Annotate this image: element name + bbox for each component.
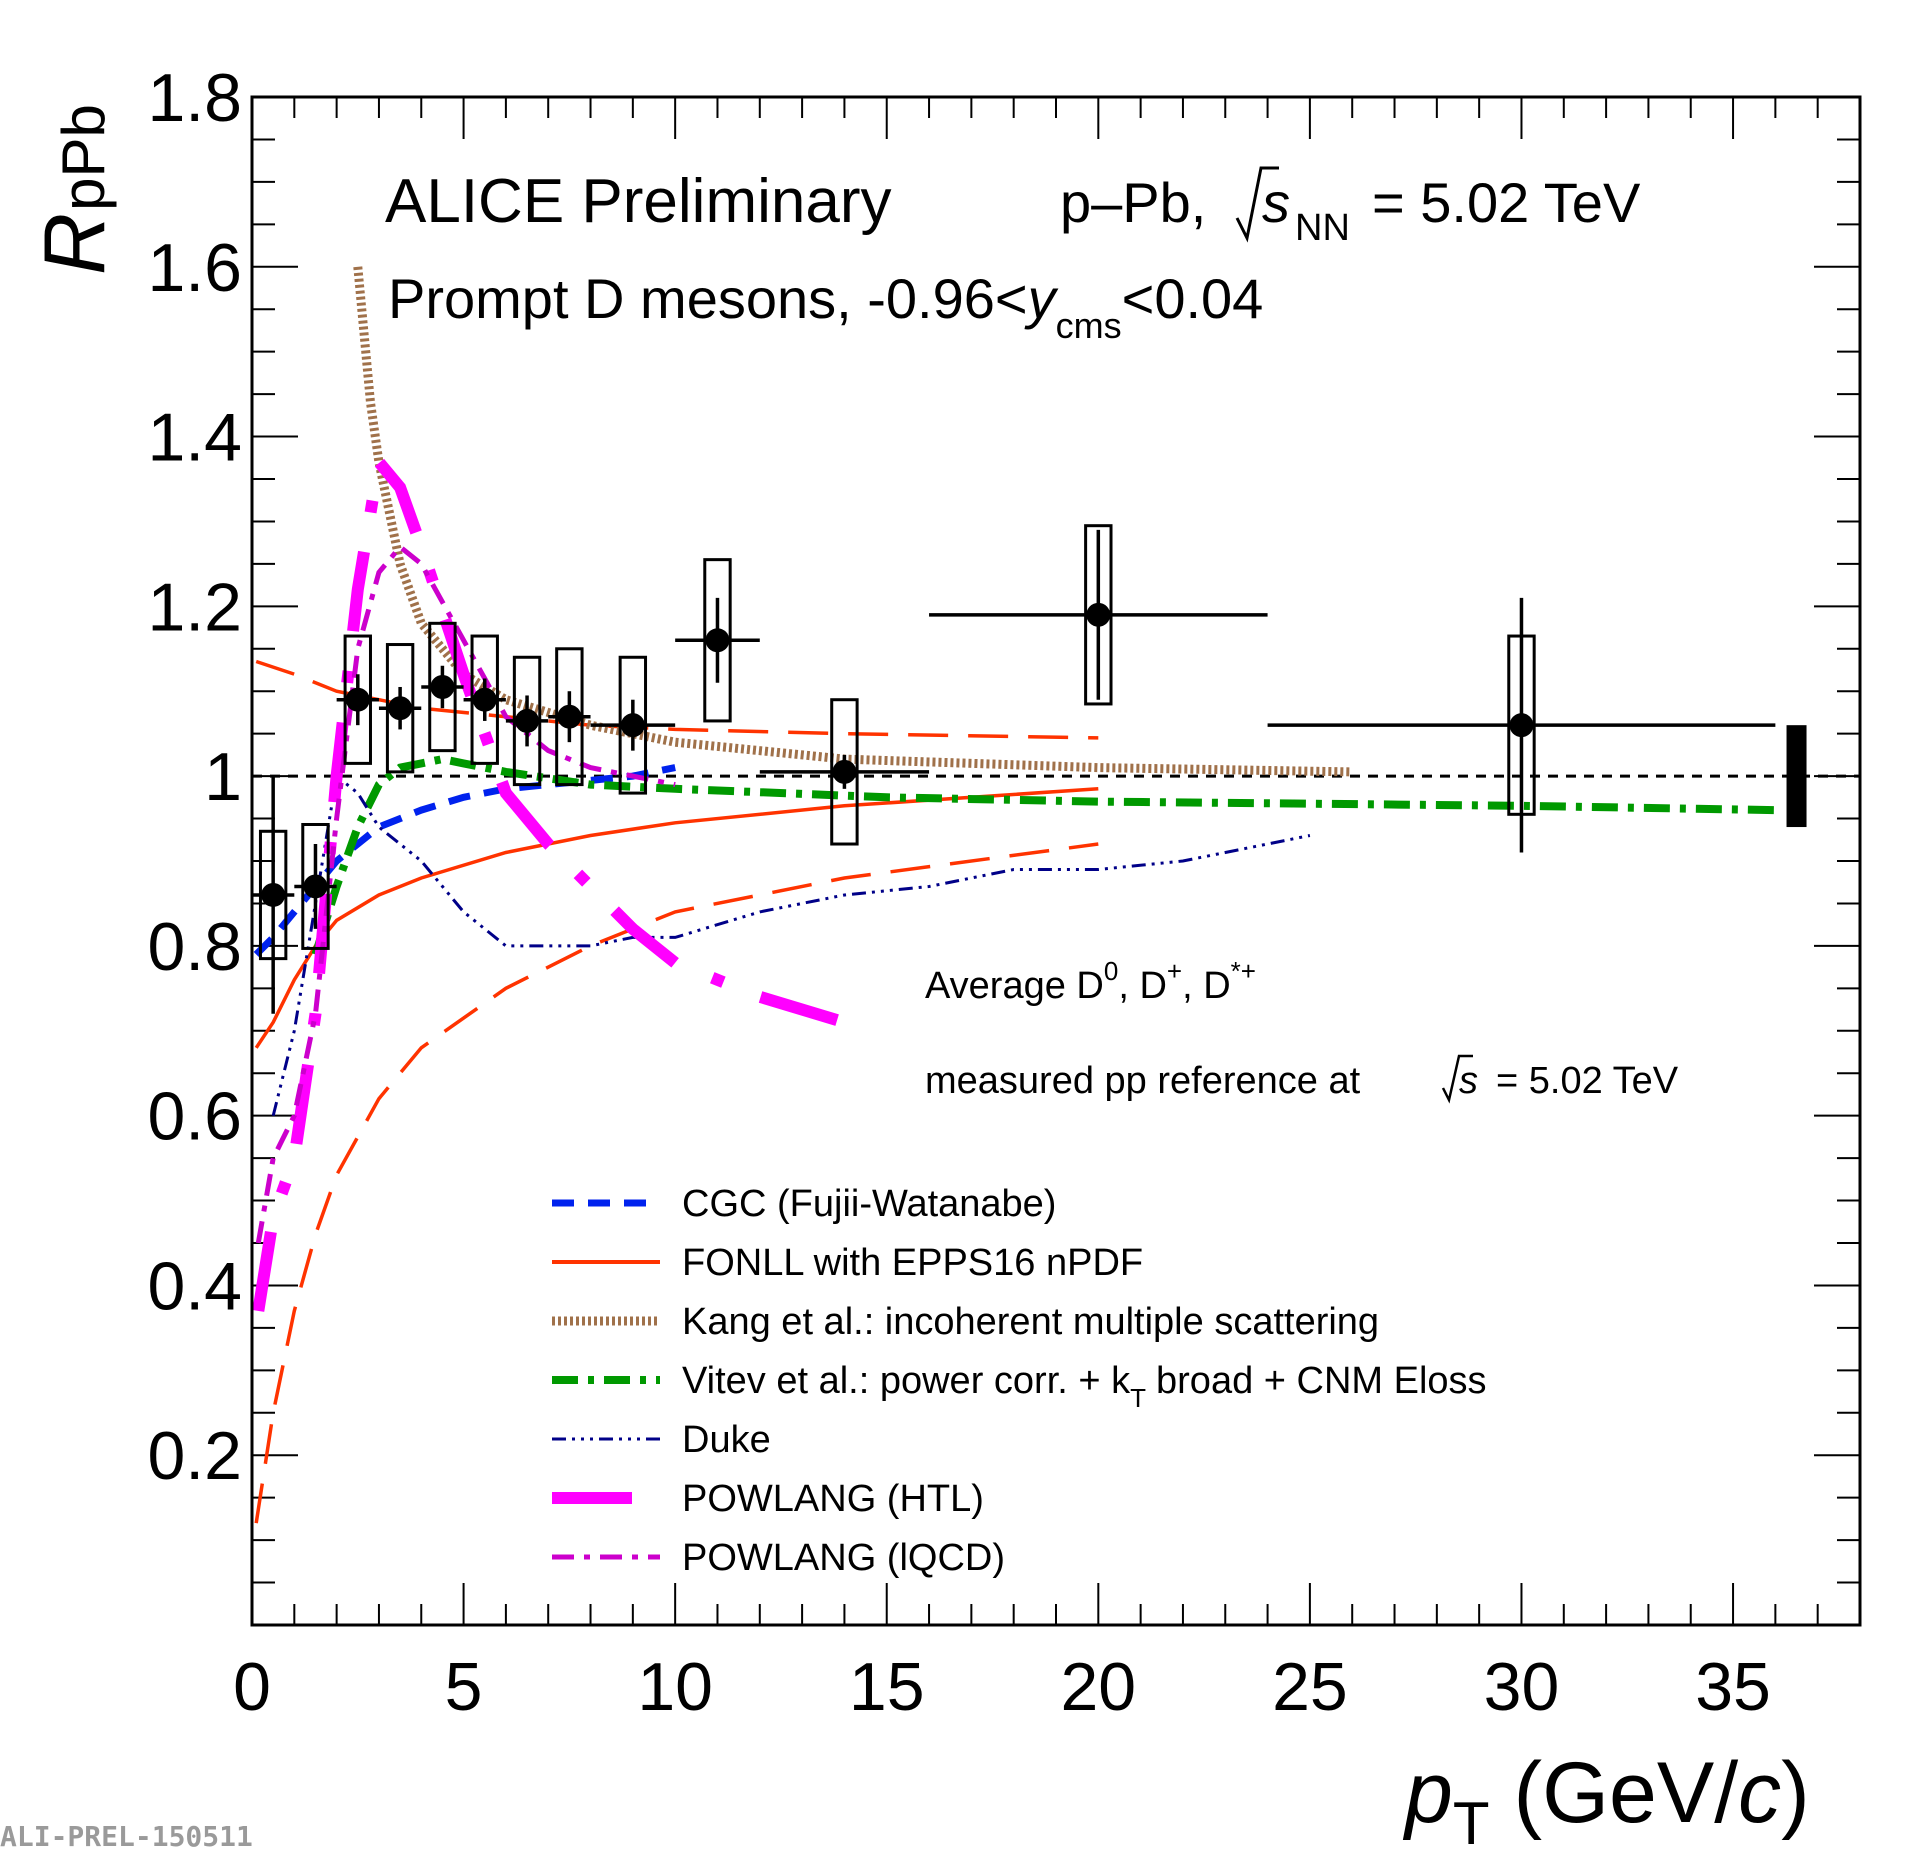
legend-label-main: Duke — [682, 1419, 771, 1461]
model-curve — [252, 448, 847, 1312]
footer-id: ALI-PREL-150511 — [0, 1820, 253, 1852]
legend-label: CGC (Fujii-Watanabe) — [682, 1183, 1056, 1225]
annotation2-value: = 5.02 TeV — [1496, 1060, 1679, 1102]
model-curve-fonll-band — [255, 659, 1099, 740]
y-tick-label: 0.6 — [147, 1079, 242, 1155]
legend-label-main: POWLANG (lQCD) — [682, 1537, 1005, 1579]
legend-label-main: Vitev et al.: power corr. + k — [682, 1360, 1131, 1402]
y-axis-title-sub: pPb — [50, 104, 117, 211]
chart-title: ALICE Preliminary — [385, 167, 891, 236]
data-point — [832, 759, 857, 784]
data-points — [252, 524, 1807, 1014]
y-tick-label: 0.4 — [147, 1248, 242, 1324]
data-point — [472, 687, 497, 712]
model-curve — [311, 755, 1776, 956]
x-tick-label: 5 — [445, 1649, 483, 1725]
x-tick-label: 10 — [637, 1649, 713, 1725]
legend-label: Vitev et al.: power corr. + kT broad + CN… — [682, 1360, 1487, 1413]
legend-label-main: FONLL with EPPS16 nPDF — [682, 1242, 1143, 1284]
system-label: p–Pb, — [1060, 171, 1206, 234]
x-axis-title-sub: T — [1453, 1790, 1490, 1852]
energy-value: = 5.02 TeV — [1372, 171, 1641, 234]
x-tick-label: 30 — [1484, 1649, 1560, 1725]
annotation1-sup1: + — [1167, 956, 1182, 986]
y-tick-label: 0.2 — [147, 1418, 242, 1494]
data-point — [345, 687, 370, 712]
y-axis-title: RpPb — [27, 104, 123, 275]
y-tick-label: 1.6 — [147, 230, 242, 306]
annotation1-sup0: 0 — [1104, 956, 1118, 986]
subtitle: Prompt D mesons, -0.96<ycms<0.04 — [388, 267, 1263, 346]
x-axis-title-unit-open: (GeV/ — [1514, 1745, 1739, 1841]
annotation-average: Average D0, D+, D*+ — [925, 956, 1256, 1007]
y-tick-label: 1.4 — [147, 400, 242, 476]
legend-label: Kang et al.: incoherent multiple scatter… — [682, 1301, 1379, 1343]
model-curves — [252, 266, 1776, 1524]
x-axis-title: pT (GeV/c) — [1402, 1745, 1810, 1852]
sqrt-symbol-2 — [1441, 1054, 1473, 1104]
plot-frame — [250, 95, 1862, 1627]
legend-label: POWLANG (HTL) — [682, 1478, 984, 1520]
y-tick-label: 1.8 — [147, 60, 242, 136]
data-point — [261, 882, 286, 907]
subtitle-sub: cms — [1056, 305, 1122, 346]
model-curve — [253, 764, 676, 957]
model-curve-fonll-band — [254, 842, 1099, 1524]
data-point — [303, 874, 328, 899]
legend-label-main: POWLANG (HTL) — [682, 1478, 984, 1520]
legend-label: Duke — [682, 1419, 771, 1461]
x-tick-label: 15 — [849, 1649, 925, 1725]
data-point — [388, 696, 413, 721]
legend-label-main: CGC (Fujii-Watanabe) — [682, 1183, 1056, 1225]
legend-label-main: Kang et al.: incoherent multiple scatter… — [682, 1301, 1379, 1343]
axes: 0 5 10 15 20 25 30 35 0.2 0.4 0.6 0.8 1 1.2 1.4 1.6 1.8 — [147, 60, 1861, 1725]
legend-label: FONLL with EPPS16 nPDF — [682, 1242, 1143, 1284]
y-tick-label: 1.2 — [147, 569, 242, 645]
data-point — [1086, 602, 1111, 627]
legend-label-suffix: broad + CNM Eloss — [1156, 1360, 1487, 1402]
model-curve — [271, 773, 1311, 1117]
energy-symbol: s — [1262, 171, 1290, 234]
sqrt-symbol — [1235, 166, 1279, 243]
legend: CGC (Fujii-Watanabe) FONLL with EPPS16 nP… — [552, 1183, 1487, 1579]
data-point — [1509, 713, 1534, 738]
annotation2-symbol: s — [1459, 1060, 1478, 1102]
x-axis-title-unit-c: c — [1738, 1745, 1781, 1841]
x-tick-label: 0 — [233, 1649, 271, 1725]
x-axis-title-main: p — [1402, 1745, 1453, 1841]
subtitle-prefix: Prompt D mesons, -0.96< — [388, 267, 1028, 330]
normalization-uncertainty-box — [1786, 725, 1807, 828]
data-point — [557, 704, 582, 729]
data-point — [705, 628, 730, 653]
model-curve-fonll-band — [254, 787, 1099, 1049]
annotation1-text: Average D — [925, 965, 1104, 1007]
energy-subscript: NN — [1295, 207, 1350, 249]
data-point — [515, 708, 540, 733]
x-axis-title-unit-close: ) — [1781, 1745, 1810, 1841]
annotation1-part0: , D — [1118, 965, 1167, 1007]
y-tick-label: 0.8 — [147, 909, 242, 985]
subtitle-suffix: <0.04 — [1122, 267, 1264, 330]
legend-label-sub: T — [1130, 1383, 1146, 1413]
subtitle-var: y — [1024, 267, 1059, 330]
x-tick-label: 35 — [1695, 1649, 1771, 1725]
annotation1-sup2: *+ — [1231, 956, 1256, 986]
legend-label: POWLANG (lQCD) — [682, 1537, 1005, 1579]
annotation1-part1: , D — [1182, 965, 1231, 1007]
annotation-pp-reference: measured pp reference at — [925, 1060, 1361, 1102]
x-tick-label: 20 — [1060, 1649, 1136, 1725]
y-tick-label: 1 — [204, 739, 242, 815]
x-tick-label: 25 — [1272, 1649, 1348, 1725]
y-axis-title-main: R — [27, 213, 123, 275]
model-curve — [353, 266, 1353, 777]
data-point — [620, 713, 645, 738]
data-point — [430, 674, 455, 699]
